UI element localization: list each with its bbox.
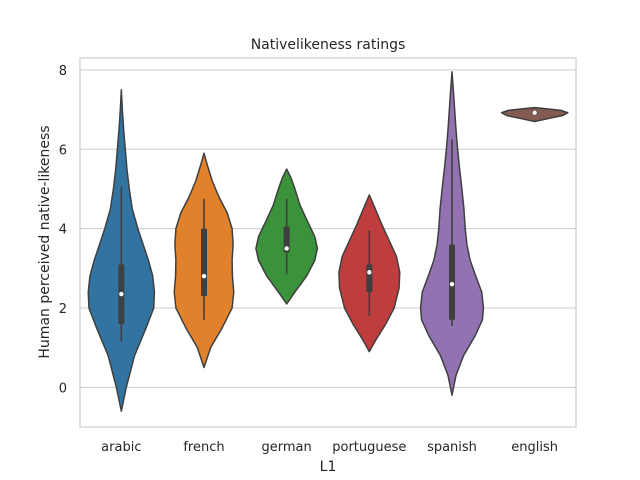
chart-title: Nativelikeness ratings [251,37,406,53]
median-point-french [201,274,207,279]
median-point-arabic [119,291,124,297]
x-tick-labels: arabic french german portuguese spanish engli… [101,440,558,455]
gridlines [80,69,576,388]
y-tick-label-0: 0 [59,381,67,396]
median-point-spanish [449,281,455,287]
y-tick-labels: 0 2 4 6 8 [59,64,67,396]
x-tick-label-arabic: arabic [101,440,141,455]
y-tick-label-6: 6 [59,143,67,158]
median-point-english [532,110,537,115]
iqr-box-german [283,226,290,253]
plot-frame [79,57,577,428]
median-point-portuguese [367,270,372,275]
x-axis-label: L1 [320,459,337,475]
y-tick-label-4: 4 [59,223,67,238]
y-tick-label-2: 2 [59,302,67,317]
violins [87,71,569,412]
x-tick-label-english: english [511,440,558,455]
x-tick-label-portuguese: portuguese [332,440,406,455]
y-axis-label: Human perceived native-likeness [37,125,53,358]
iqr-box-french [201,228,207,297]
y-tick-label-8: 8 [59,64,67,79]
x-tick-label-french: french [183,440,224,455]
median-point-german [284,246,289,251]
iqr-box-portuguese [366,264,373,293]
x-tick-label-spanish: spanish [427,440,477,455]
x-tick-label-german: german [262,440,312,455]
